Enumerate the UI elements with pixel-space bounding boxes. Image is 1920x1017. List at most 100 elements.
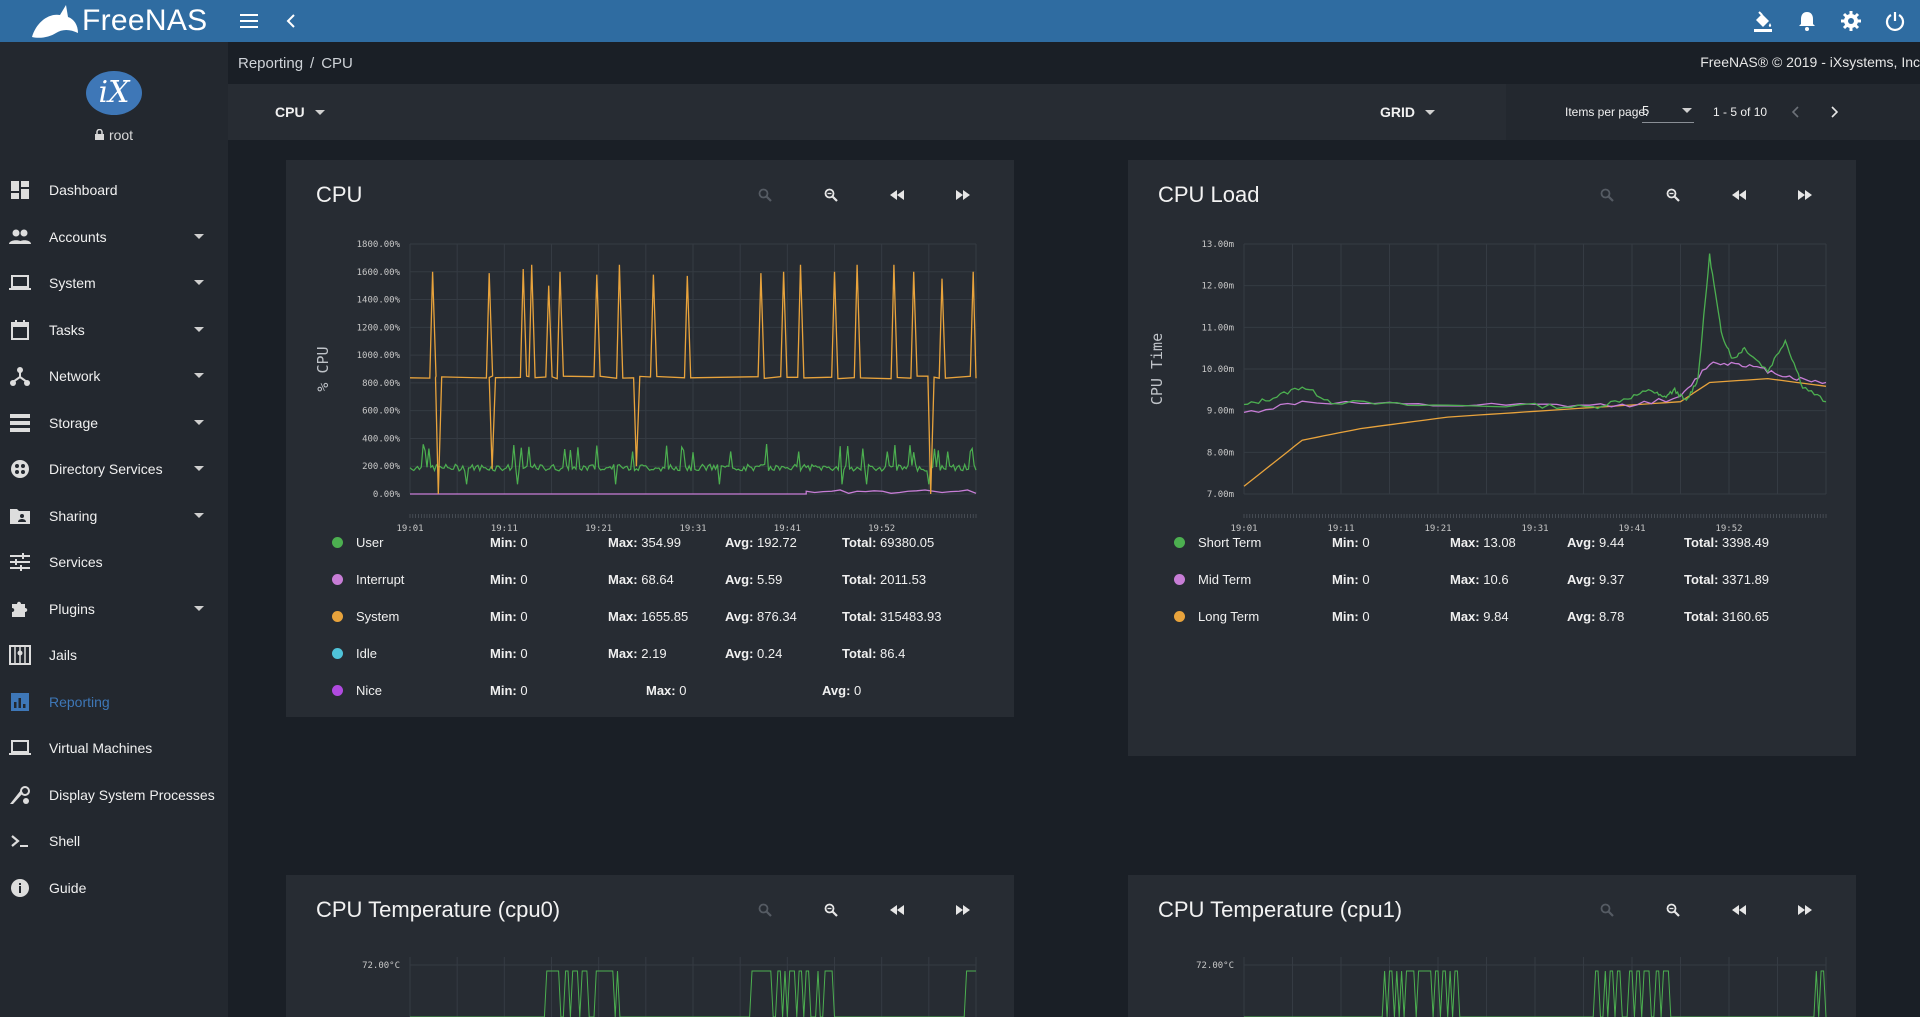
brand-name: FreeNAS	[82, 4, 208, 37]
cpu-legend: User Min: 0 Max: 354.99 Avg: 192.72 Total…	[332, 524, 952, 709]
caret-down-icon	[194, 466, 204, 472]
next-page-button[interactable]	[1824, 102, 1844, 122]
zoom-out-button[interactable]	[732, 184, 798, 206]
step-back-button[interactable]	[864, 184, 930, 206]
legend-row[interactable]: Interrupt Min: 0 Max: 68.64 Avg: 5.59 Tot…	[332, 561, 952, 598]
chevron-left-icon[interactable]	[270, 0, 312, 42]
legend-avg: Avg: 9.37	[1567, 572, 1625, 587]
sidebar-item-shell[interactable]: Shell	[0, 818, 228, 865]
breadcrumb-current: CPU	[321, 54, 353, 72]
legend-row[interactable]: System Min: 0 Max: 1655.85 Avg: 876.34 To…	[332, 598, 952, 635]
step-back-button[interactable]	[864, 899, 930, 921]
folder-share-icon	[8, 504, 32, 528]
step-forward-button[interactable]	[1772, 184, 1838, 206]
top-bar: FreeNAS	[0, 0, 1920, 42]
zoom-in-button[interactable]	[798, 184, 864, 206]
sidebar-item-guide[interactable]: Guide	[0, 865, 228, 912]
sidebar-item-virtual-machines[interactable]: Virtual Machines	[0, 725, 228, 772]
card-title: CPU	[316, 182, 363, 207]
sidebar-item-label: Sharing	[49, 507, 98, 524]
legend-row[interactable]: Nice Min: 0 Max: 0 Avg: 0	[332, 672, 952, 709]
cpu-load-legend: Short Term Min: 0 Max: 13.08 Avg: 9.44 To…	[1174, 524, 1794, 635]
legend-row[interactable]: Long Term Min: 0 Max: 9.84 Avg: 8.78 Tota…	[1174, 598, 1794, 635]
zoom-out-button[interactable]	[1574, 184, 1640, 206]
sidebar-item-jails[interactable]: Jails	[0, 632, 228, 679]
x-tick-label: 19:01	[1230, 524, 1257, 534]
legend-series-name: Interrupt	[356, 572, 405, 587]
sidebar-item-network[interactable]: Network	[0, 353, 228, 400]
category-select[interactable]: CPU	[275, 104, 325, 120]
legend-row[interactable]: Mid Term Min: 0 Max: 10.6 Avg: 9.37 Total…	[1174, 561, 1794, 598]
sidebar-item-reporting[interactable]: Reporting	[0, 679, 228, 726]
sidebar-item-system[interactable]: System	[0, 260, 228, 307]
step-back-button[interactable]	[1706, 184, 1772, 206]
rewind-icon	[1732, 190, 1746, 200]
network-icon	[8, 364, 32, 388]
paginator: Items per page: 5 1 - 5 of 10	[1506, 84, 1920, 140]
y-tick-label: 10.00m	[1201, 365, 1234, 375]
legend-row[interactable]: User Min: 0 Max: 354.99 Avg: 192.72 Total…	[332, 524, 952, 561]
caret-down-icon	[1425, 109, 1435, 115]
rewind-icon	[1732, 905, 1746, 915]
card-title: CPU Load	[1158, 182, 1260, 207]
breadcrumb-reporting[interactable]: Reporting	[238, 54, 304, 72]
x-tick-label: 19:52	[868, 524, 895, 534]
sidebar-item-sharing[interactable]: Sharing	[0, 493, 228, 540]
sidebar-item-services[interactable]: Services	[0, 539, 228, 586]
breadcrumb: Reporting / CPU FreeNAS® © 2019 - iXsyst…	[228, 42, 1920, 84]
sidebar-item-accounts[interactable]: Accounts	[0, 214, 228, 261]
zoom-out-button[interactable]	[732, 899, 798, 921]
sidebar-item-label: Directory Services	[49, 461, 163, 478]
legend-avg: Avg: 192.72	[725, 535, 797, 550]
y-tick-label: 800.00%	[362, 379, 401, 389]
previous-page-button[interactable]	[1786, 102, 1806, 122]
storage-icon	[8, 411, 32, 435]
cpu-temp0-chart: 72.00°C	[362, 957, 977, 1017]
step-forward-button[interactable]	[1772, 899, 1838, 921]
gear-icon[interactable]	[1830, 0, 1872, 42]
legend-avg: Avg: 8.78	[1567, 609, 1625, 624]
power-icon[interactable]	[1874, 0, 1916, 42]
cpu-load-card: CPU Load 7.00m 8.00m 9.00m 10.00m 11.00m 12.0…	[1128, 160, 1856, 756]
sidebar-item-storage[interactable]: Storage	[0, 400, 228, 447]
zoom-in-icon	[824, 188, 838, 202]
fast-forward-icon	[956, 905, 970, 915]
legend-max: Max: 10.6	[1450, 572, 1509, 587]
bell-icon[interactable]	[1786, 0, 1828, 42]
y-tick-label: 1200.00%	[357, 323, 401, 333]
user-indicator[interactable]: root	[94, 127, 133, 143]
y-tick-label: 1000.00%	[357, 351, 401, 361]
step-forward-button[interactable]	[930, 184, 996, 206]
zoom-in-button[interactable]	[1640, 184, 1706, 206]
terminal-icon	[8, 829, 32, 853]
x-tick-label: 19:31	[679, 524, 706, 534]
caret-down-icon	[194, 605, 204, 611]
y-tick-label: 12.00m	[1201, 282, 1234, 292]
sidebar-item-plugins[interactable]: Plugins	[0, 586, 228, 633]
fast-forward-icon	[1798, 905, 1812, 915]
sidebar-item-label: Network	[49, 368, 101, 385]
legend-total: Total: 3160.65	[1684, 609, 1770, 624]
legend-total: Total: 2011.53	[842, 572, 927, 587]
brand-logo[interactable]: FreeNAS	[0, 0, 228, 42]
layout-select[interactable]: GRID	[1380, 104, 1435, 120]
zoom-out-button[interactable]	[1574, 899, 1640, 921]
step-back-button[interactable]	[1706, 899, 1772, 921]
step-forward-button[interactable]	[930, 899, 996, 921]
sidebar-item-display-system-processes[interactable]: Display System Processes	[0, 772, 228, 819]
sidebar-item-label: Virtual Machines	[49, 740, 153, 757]
x-tick-label: 19:41	[1618, 524, 1645, 534]
paint-bucket-icon[interactable]	[1742, 0, 1784, 42]
zoom-in-button[interactable]	[1640, 899, 1706, 921]
items-per-page-select[interactable]: 5	[1642, 99, 1694, 123]
sidebar-item-directory-services[interactable]: Directory Services	[0, 446, 228, 493]
legend-row[interactable]: Idle Min: 0 Max: 2.19 Avg: 0.24 Total: 86…	[332, 635, 952, 672]
zoom-in-button[interactable]	[798, 899, 864, 921]
legend-avg: Avg: 0	[822, 683, 862, 698]
sidebar-item-dashboard[interactable]: Dashboard	[0, 167, 228, 214]
legend-row[interactable]: Short Term Min: 0 Max: 13.08 Avg: 9.44 To…	[1174, 524, 1794, 561]
dashboard-icon	[8, 178, 32, 202]
sidebar-item-tasks[interactable]: Tasks	[0, 307, 228, 354]
ix-logo: iX	[86, 70, 142, 115]
menu-icon[interactable]	[228, 0, 270, 42]
